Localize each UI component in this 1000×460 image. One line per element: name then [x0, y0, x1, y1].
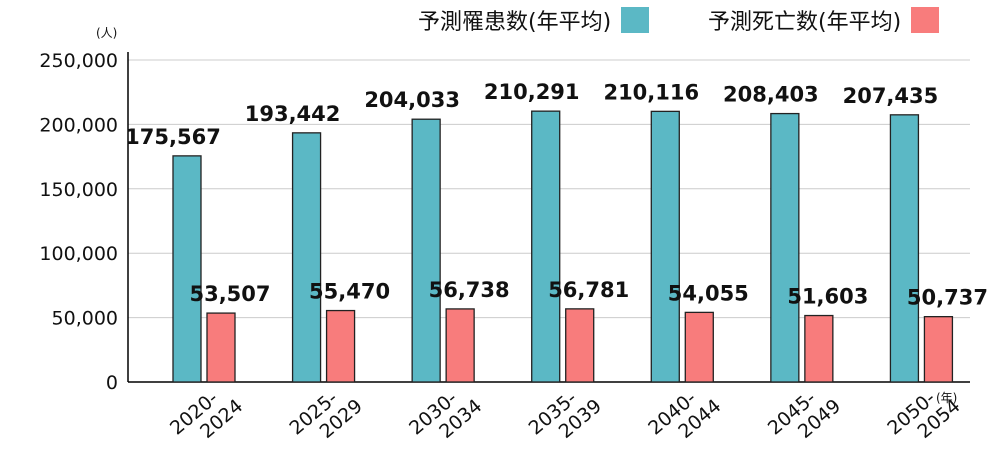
data-label-incidence: 175,567 [125, 125, 221, 149]
data-label-mortality: 50,737 [907, 286, 988, 310]
svg-text:2035-2039: 2035-2039 [525, 378, 606, 456]
data-label-incidence: 208,403 [723, 83, 819, 107]
data-label-incidence: 204,033 [364, 88, 460, 112]
data-label-mortality: 56,738 [429, 278, 510, 302]
data-label-incidence: 210,116 [603, 80, 699, 104]
bar-mortality [565, 308, 595, 383]
svg-text:2045-2049: 2045-2049 [764, 378, 845, 456]
y-tick-label: 150,000 [39, 179, 118, 201]
y-tick-label: 0 [106, 372, 118, 394]
legend-swatch-incidence [621, 7, 650, 33]
data-label-mortality: 56,781 [548, 278, 629, 302]
bar-incidence [770, 112, 800, 383]
x-tick-label: 2020-2024 [166, 378, 247, 456]
bar-incidence [889, 114, 920, 383]
legend-item-incidence: 予測罹患数(年平均) [418, 4, 650, 36]
y-tick-label: 200,000 [39, 114, 118, 136]
y-tick-label: 100,000 [39, 243, 118, 265]
x-tick-label: 2030-2034 [405, 378, 486, 456]
bar-mortality [206, 312, 236, 383]
legend-item-mortality: 予測死亡数(年平均) [708, 4, 940, 36]
svg-text:2025-2029: 2025-2029 [285, 378, 366, 456]
svg-text:2050-2054: 2050-2054 [883, 378, 964, 456]
bar-incidence [411, 118, 441, 383]
x-tick-label: 2025-2029 [285, 378, 366, 456]
bar-incidence [531, 110, 561, 383]
x-tick-label: 2045-2049 [764, 378, 845, 456]
svg-text:2040-2044: 2040-2044 [644, 378, 725, 456]
legend-label-mortality: 予測死亡数(年平均) [708, 10, 902, 35]
bar-incidence [291, 132, 322, 383]
bar-incidence [172, 155, 202, 383]
data-label-mortality: 54,055 [668, 281, 749, 305]
bar-mortality [684, 311, 714, 383]
data-label-incidence: 207,435 [843, 84, 939, 108]
y-tick-label: 250,000 [39, 50, 118, 72]
data-label-incidence: 210,291 [484, 80, 580, 104]
x-tick-label: 2040-2044 [644, 378, 725, 456]
y-axis-unit-label: (人) [96, 26, 118, 40]
svg-text:2030-2034: 2030-2034 [405, 378, 486, 456]
data-label-incidence: 193,442 [245, 102, 341, 126]
bar-mortality [325, 309, 356, 383]
y-tick-label: 50,000 [52, 308, 118, 330]
x-axis-unit-label: (年) [936, 391, 958, 405]
x-tick-label: 2050-2054 [883, 378, 964, 456]
bar-incidence [650, 110, 680, 383]
data-label-mortality: 55,470 [309, 280, 390, 304]
data-label-mortality: 53,507 [189, 282, 270, 306]
data-label-mortality: 51,603 [787, 285, 868, 309]
legend-swatch-mortality [911, 7, 940, 33]
legend-label-incidence: 予測罹患数(年平均) [418, 10, 612, 35]
bar-mortality [445, 308, 475, 383]
svg-text:2020-2024: 2020-2024 [166, 378, 247, 456]
bar-mortality [923, 316, 954, 383]
x-tick-label: 2035-2039 [525, 378, 606, 456]
bar-mortality [804, 314, 834, 383]
